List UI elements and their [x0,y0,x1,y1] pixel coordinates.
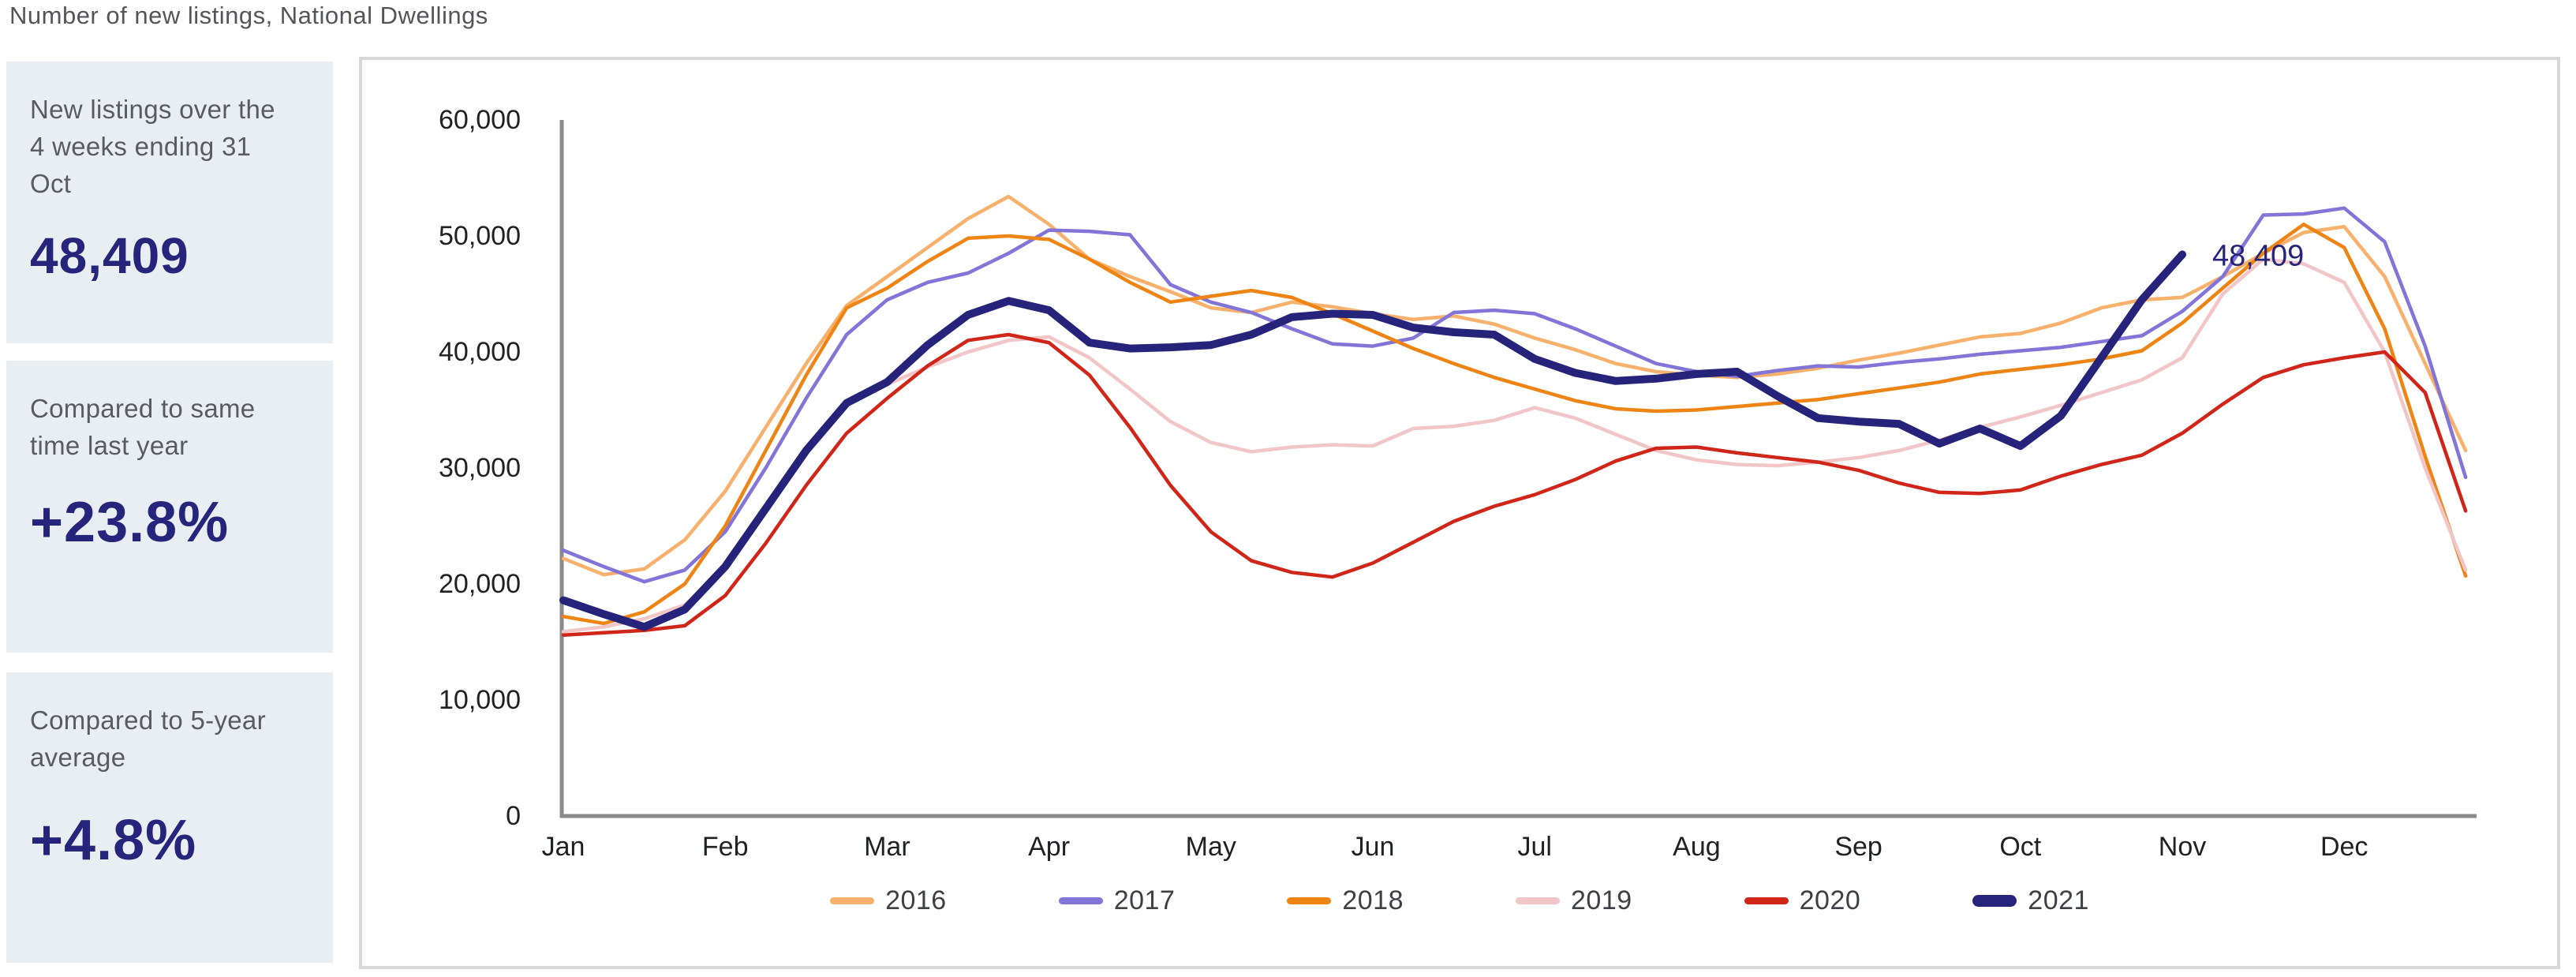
x-tick-label: Jan [542,832,585,862]
y-tick-label: 10,000 [439,685,521,715]
legend-item-2016: 2016 [830,885,947,916]
x-tick-label: Sep [1834,832,1882,862]
listings-line-chart: 0 10,000 20,000 30,000 40,000 50,000 60,000 Jan… [359,57,2560,969]
legend-label: 2020 [1799,885,1861,915]
legend-item-2017: 2017 [1058,885,1176,916]
x-tick-label: Jun [1352,832,1395,862]
x-tick-label: Oct [1999,832,2041,862]
series-line-2018 [561,223,2468,626]
legend-label: 2019 [1571,885,1632,915]
x-tick-label: Dec [2320,832,2368,862]
x-tick-label: Apr [1028,832,1070,862]
series-line-2016 [561,194,2468,577]
legend-swatch-2021 [1972,895,2017,907]
series-annotation: 48,409 [2212,239,2304,272]
chart-legend: 2016 2017 2018 2019 2020 2021 [362,885,2557,916]
stat-card-value: 48,409 [30,226,189,284]
series-line-2019 [561,257,2468,634]
x-tick-label: Jul [1517,832,1551,862]
legend-item-2021: 2021 [1972,885,2089,916]
stat-card-label: Compared to 5-year average [30,706,266,772]
stat-card-label: New listings over the 4 weeks ending 31 … [30,95,275,198]
x-tick-label: Mar [864,832,910,862]
chart-plot-area: 0 10,000 20,000 30,000 40,000 50,000 60,000 Jan… [439,105,2477,862]
legend-label: 2017 [1113,885,1176,915]
x-tick-label: May [1186,832,1236,862]
y-tick-label: 0 [506,801,521,831]
stat-card-value: +23.8% [30,490,230,554]
legend-label: 2016 [885,885,947,915]
y-tick-label: 50,000 [439,221,521,251]
legend-item-2020: 2020 [1744,885,1861,916]
stat-card-vs-last-year: Compared to same time last year +23.8% [6,361,333,653]
legend-label: 2021 [2028,885,2089,915]
stat-card-label: Compared to same time last year [30,394,256,460]
legend-swatch-2018 [1287,897,1332,904]
stat-card-vs-5yr-average: Compared to 5-year average +4.8% [6,672,333,963]
page-title: Number of new listings, National Dwellin… [9,2,488,29]
series-line-2021 [559,250,2186,631]
series-line-2020 [561,332,2468,637]
x-tick-label: Feb [702,832,749,862]
x-tick-label: Nov [2159,832,2206,862]
y-tick-label: 40,000 [439,337,521,367]
legend-swatch-2020 [1744,897,1789,904]
legend-swatch-2019 [1516,897,1560,904]
stat-card-new-listings: New listings over the 4 weeks ending 31 … [6,62,333,343]
legend-item-2018: 2018 [1287,885,1404,916]
legend-item-2019: 2019 [1516,885,1632,916]
x-tick-label: Aug [1673,832,1721,862]
y-tick-label: 20,000 [439,569,521,599]
legend-swatch-2016 [830,897,875,904]
y-tick-label: 30,000 [439,453,521,483]
series-line-2017 [561,206,2468,584]
legend-label: 2018 [1342,885,1404,915]
stat-card-value: +4.8% [30,808,197,872]
legend-swatch-2017 [1058,897,1103,904]
y-tick-label: 60,000 [439,105,521,135]
